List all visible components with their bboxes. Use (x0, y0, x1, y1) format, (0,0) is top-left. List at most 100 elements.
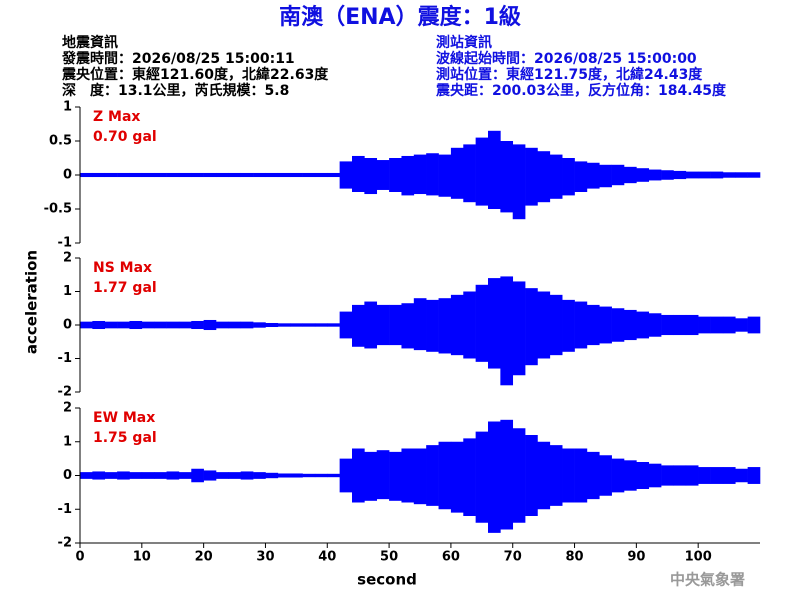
waveform-segment (586, 162, 600, 189)
waveform-segment (265, 172, 279, 178)
waveform-segment (376, 160, 390, 190)
waveform-segment (141, 472, 155, 479)
waveform-segment (277, 323, 291, 327)
waveform-segment (265, 322, 279, 328)
x-tick-label: 80 (565, 550, 583, 565)
waveform-segment (178, 321, 192, 329)
waveform-segment (735, 318, 748, 332)
waveform-segment (648, 169, 662, 181)
y-tick-label: -2 (58, 536, 72, 551)
y-tick-label: 1 (63, 434, 72, 449)
waveform-segment (154, 472, 167, 479)
waveform-segment (722, 172, 736, 178)
y-axis-label: acceleration (23, 250, 41, 354)
waveform-segment (512, 281, 526, 376)
waveform-segment (624, 309, 637, 341)
peak-label: 1.77 gal (93, 280, 157, 296)
waveform-segment (661, 465, 674, 486)
y-tick-label: 1 (63, 100, 72, 115)
x-tick-label: 30 (256, 550, 274, 565)
waveform-segment (438, 298, 452, 354)
waveform-segment (599, 306, 612, 344)
waveform-segment (253, 322, 266, 328)
waveform-segment (673, 314, 687, 336)
waveform-segment (364, 301, 378, 349)
waveform-segment (401, 303, 415, 349)
waveform-segment (685, 314, 699, 336)
waveform-segment (389, 158, 402, 192)
y-tick-label: 0 (63, 318, 72, 333)
waveform-segment (240, 321, 254, 329)
waveform-segment (426, 153, 439, 196)
waveform-segment (216, 172, 229, 178)
info-text: 震央位置：東經121.60度，北緯22.63度 (61, 66, 329, 83)
waveform-segment (364, 158, 378, 195)
waveform-segment (611, 458, 625, 493)
waveform-segment (401, 448, 415, 503)
waveform-segment (685, 171, 699, 179)
waveform-segment (203, 172, 217, 178)
waveform-segment (648, 463, 662, 488)
waveform-segment (376, 450, 390, 500)
waveform-segment (117, 321, 130, 329)
y-tick-label: -0.5 (44, 202, 72, 217)
waveform-segment (104, 472, 118, 479)
y-tick-label: -1 (58, 351, 72, 366)
waveform-segment (537, 151, 551, 203)
info-text: 波線起始時間：2026/08/25 15:00:00 (436, 50, 697, 67)
waveform-segment (735, 172, 748, 178)
y-tick-label: -1 (58, 502, 72, 517)
waveform-segment (413, 448, 427, 505)
waveform-segment (710, 316, 724, 334)
x-tick-label: 0 (75, 550, 84, 565)
waveform-segment (216, 321, 229, 329)
x-tick-label: 20 (195, 550, 213, 565)
waveform-segment (747, 172, 761, 178)
waveform-segment (599, 455, 612, 496)
channel-label: Z Max (93, 109, 140, 125)
waveform-segment (290, 323, 303, 327)
waveform-segment (661, 170, 674, 180)
waveform-segment (525, 147, 538, 206)
waveform-segment (265, 472, 279, 479)
waveform-segment (747, 316, 761, 334)
waveform-segment (104, 321, 118, 329)
waveform-segment (117, 471, 130, 480)
waveform-segment (525, 288, 538, 366)
y-tick-label: 0.5 (49, 134, 72, 149)
waveform-segment (500, 141, 514, 213)
waveform-segment (401, 155, 415, 196)
waveform-segment (364, 451, 378, 501)
waveform-segment (339, 311, 353, 339)
chart-title: 南澳（ENA）震度：1級 (279, 4, 521, 30)
waveform-segment (92, 172, 106, 178)
waveform-segment (389, 451, 402, 501)
waveform-segment (661, 314, 674, 336)
waveform-segment (327, 473, 340, 478)
waveform-segment (302, 172, 316, 178)
waveform-segment (166, 321, 180, 329)
waveform-segment (747, 467, 761, 484)
waveform-segment (216, 472, 229, 479)
waveform-segment (413, 298, 427, 351)
waveform-segment (698, 467, 711, 484)
waveform-segment (327, 323, 340, 327)
waveform-segment (525, 435, 538, 516)
waveform-segment (290, 172, 303, 178)
waveform-segment (339, 458, 353, 493)
x-tick-label: 40 (318, 550, 336, 565)
info-text: 地震資訊 (62, 34, 118, 51)
x-tick-label: 10 (133, 550, 151, 565)
waveform-segment (438, 154, 452, 197)
x-tick-label: 60 (442, 550, 460, 565)
waveform-segment (450, 294, 464, 356)
peak-label: 1.75 gal (93, 430, 157, 446)
channel-label: EW Max (93, 410, 155, 426)
waveform-segment (549, 445, 563, 506)
waveform-segment (178, 472, 192, 479)
waveform-segment (636, 168, 650, 182)
x-axis-label: second (357, 571, 417, 589)
waveform-segment (488, 130, 501, 209)
waveform-segment (549, 154, 563, 199)
waveform-segment (574, 448, 588, 503)
